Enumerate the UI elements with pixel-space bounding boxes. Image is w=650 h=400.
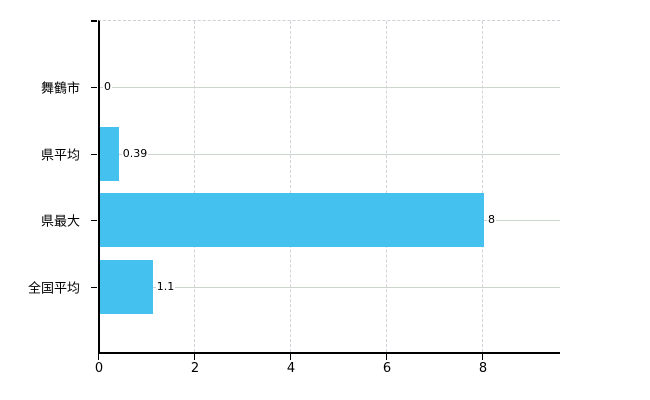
y-axis-category-label: 県平均 <box>40 148 80 164</box>
x-axis-tick-mark <box>290 354 291 360</box>
y-axis-category-label: 県最大 <box>40 214 80 230</box>
y-axis-category-label: 全国平均 <box>27 281 80 297</box>
v-gridline <box>482 21 483 352</box>
bar-全国平均 <box>100 260 153 315</box>
x-axis-tick-label: 4 <box>286 361 296 376</box>
bar-value-label: 0.39 <box>121 146 149 161</box>
plot-area: 0 0.39 8 1.1 <box>98 20 560 354</box>
x-axis-tick-label: 6 <box>382 361 392 376</box>
x-axis-tick-mark <box>194 354 195 360</box>
y-axis-category-label: 舞鶴市 <box>40 81 80 97</box>
v-gridline <box>386 21 387 352</box>
bar-value-label: 1.1 <box>155 280 176 295</box>
y-axis-tick-mark <box>91 220 97 222</box>
y-axis-tick-mark <box>91 86 97 88</box>
v-gridline <box>194 21 195 352</box>
bar-県最大 <box>100 193 484 248</box>
y-axis-tick-mark <box>91 153 97 155</box>
h-gridline <box>100 153 560 155</box>
h-gridline <box>100 287 560 289</box>
bar-県平均 <box>100 126 119 181</box>
y-axis-top-tick-mark <box>91 20 97 22</box>
x-axis-tick-mark <box>386 354 387 360</box>
x-axis-tick-label: 0 <box>94 361 104 376</box>
bar-value-label: 8 <box>487 213 496 228</box>
h-gridline <box>100 86 560 88</box>
bar-value-label: 0 <box>103 79 112 94</box>
x-axis-tick-mark <box>98 354 99 360</box>
x-axis-tick-label: 2 <box>190 361 200 376</box>
v-gridline <box>290 21 291 352</box>
x-axis-tick-label: 8 <box>478 361 488 376</box>
y-axis-tick-mark <box>91 287 97 289</box>
x-axis-tick-mark <box>482 354 483 360</box>
